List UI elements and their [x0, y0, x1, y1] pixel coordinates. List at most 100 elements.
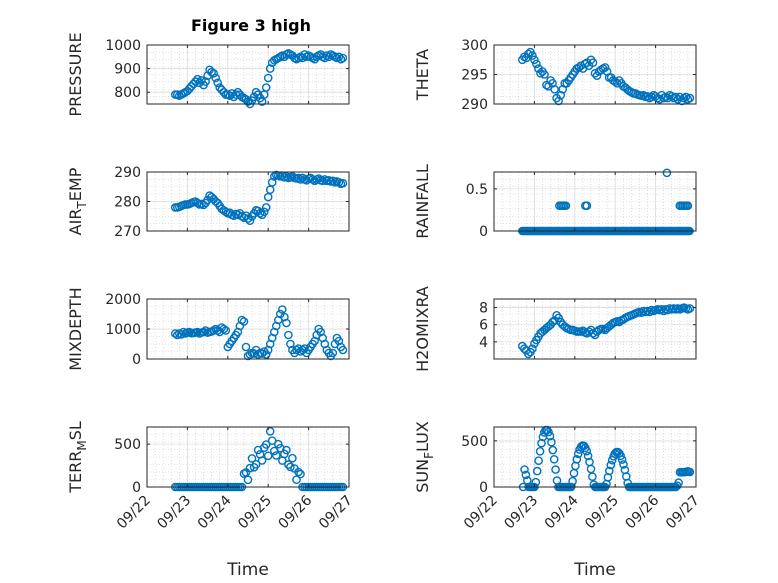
data-point: [179, 327, 188, 337]
data-point: [605, 466, 614, 476]
data-point: [647, 92, 656, 102]
y-tick-label: 8: [479, 301, 488, 317]
data-point: [318, 176, 328, 186]
subplot-mixdepth: 0 1000 2000 MIXDEPTH: [66, 287, 350, 371]
x-tick-label: 09/27: [663, 493, 703, 533]
data-point: [561, 201, 571, 210]
axes-box: [493, 171, 697, 232]
data-point: [265, 64, 275, 73]
series-markers: [170, 49, 348, 109]
data-point: [675, 92, 685, 102]
data-point: [662, 168, 672, 178]
subplot-h2omixra: 468 H2OMIXRA: [413, 286, 697, 372]
subplot-rainfall: 0 0.5 RAINFALL: [413, 164, 697, 240]
y-axis-label: TERRMSL: [66, 421, 89, 494]
x-tick-label: 09/24: [542, 492, 582, 532]
data-point: [261, 350, 271, 359]
data-point: [263, 73, 273, 83]
axes-box: [146, 44, 350, 105]
y-axis-label: MIXDEPTH: [66, 287, 85, 370]
data-point: [673, 95, 683, 104]
data-point: [193, 327, 202, 337]
y-tick-label: 0: [132, 480, 141, 496]
data-point: [592, 71, 602, 80]
data-point: [251, 459, 261, 469]
x-axis-label: Time: [573, 560, 616, 580]
data-point: [551, 465, 560, 474]
data-point: [610, 77, 620, 86]
y-axis-label: AIRTEMP: [66, 167, 89, 235]
series-markers: [518, 425, 695, 492]
y-tick-label: 6: [479, 318, 488, 334]
y-tick-label: 500: [461, 434, 488, 450]
data-point: [286, 462, 295, 472]
data-point: [549, 454, 559, 464]
y-tick-label: 1000: [105, 322, 141, 338]
data-point: [261, 203, 271, 212]
data-point: [548, 317, 557, 327]
data-point: [671, 92, 681, 102]
data-point: [294, 467, 303, 477]
data-point: [334, 52, 344, 62]
data-point: [583, 451, 593, 461]
data-point: [241, 342, 251, 352]
data-point: [257, 349, 267, 358]
y-tick-label: 900: [114, 62, 141, 78]
y-axis-label: H2OMIXRA: [413, 286, 432, 372]
data-point: [683, 201, 693, 210]
data-point: [520, 465, 529, 474]
data-point: [616, 451, 626, 461]
data-point: [320, 53, 330, 63]
figure-title: Figure 3 high: [191, 16, 311, 35]
data-point: [284, 330, 293, 340]
data-point: [247, 454, 257, 463]
x-tick-label: 09/22: [114, 493, 154, 533]
data-point: [277, 305, 287, 314]
data-point: [588, 472, 597, 482]
data-point: [300, 344, 309, 353]
data-point: [219, 324, 229, 334]
data-point: [685, 304, 695, 313]
y-tick-label: 4: [479, 335, 488, 351]
data-point: [619, 460, 628, 469]
data-point: [540, 70, 549, 79]
data-point: [328, 176, 338, 186]
data-point: [237, 315, 247, 325]
data-point: [590, 69, 600, 78]
data-point: [288, 453, 297, 463]
series-markers: [170, 305, 348, 361]
data-point: [338, 53, 348, 63]
data-point: [532, 466, 542, 476]
y-axis-label: THETA: [413, 49, 432, 101]
data-point: [545, 431, 555, 441]
data-point: [221, 326, 231, 335]
data-point: [195, 78, 204, 88]
x-tick-label: 09/27: [316, 493, 356, 533]
data-point: [245, 216, 255, 225]
x-axis-label: Time: [226, 560, 269, 580]
data-point: [544, 427, 553, 437]
data-point: [568, 476, 577, 486]
data-point: [657, 304, 667, 314]
data-point: [245, 463, 255, 473]
y-tick-label: 2000: [105, 292, 141, 308]
data-point: [674, 478, 683, 488]
data-point: [531, 477, 541, 487]
data-point: [534, 456, 543, 466]
data-point: [191, 77, 200, 86]
data-point: [550, 85, 559, 94]
data-point: [637, 308, 646, 318]
data-point: [524, 49, 533, 59]
y-tick-label: 0: [479, 480, 488, 496]
data-point: [273, 439, 283, 449]
data-point: [528, 51, 537, 60]
data-point: [324, 52, 334, 62]
data-point: [685, 467, 695, 477]
data-point: [209, 69, 218, 78]
y-tick-label: 280: [114, 195, 141, 211]
x-tick-label: 09/26: [623, 492, 663, 532]
data-point: [261, 440, 271, 449]
data-point: [681, 92, 691, 102]
data-point: [296, 175, 305, 184]
data-point: [243, 475, 253, 485]
